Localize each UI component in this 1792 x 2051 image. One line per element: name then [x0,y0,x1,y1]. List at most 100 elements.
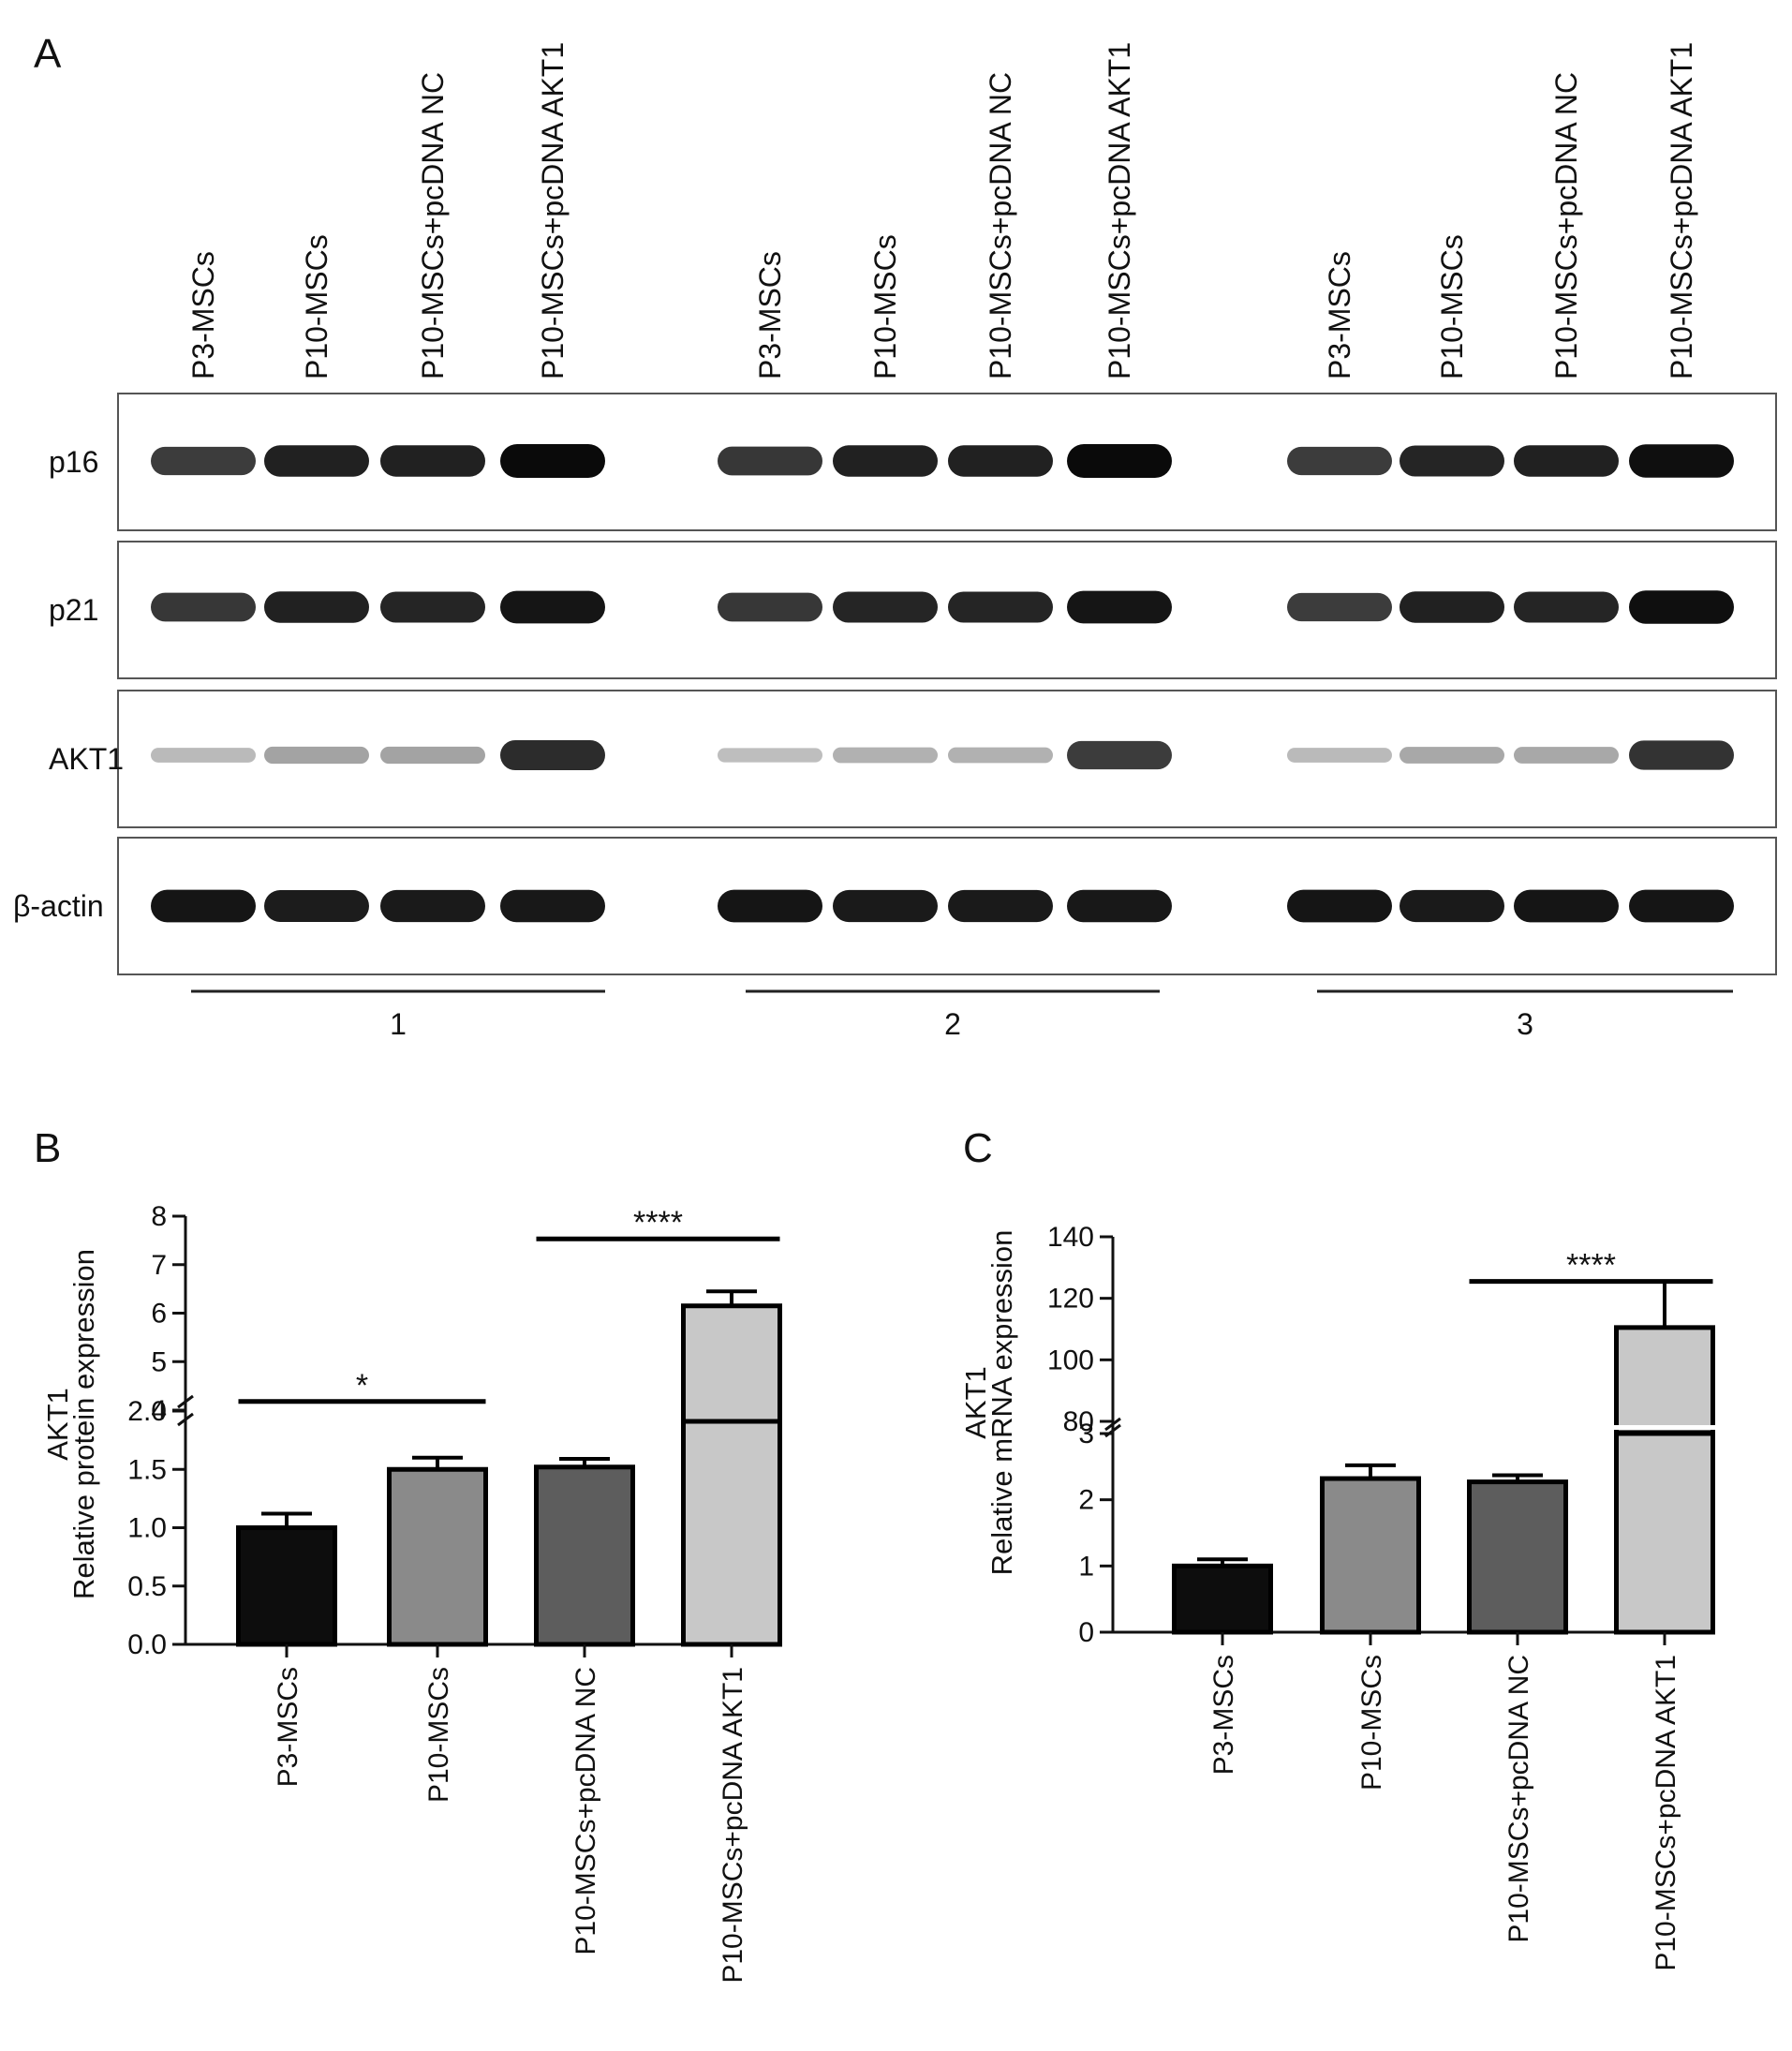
y-tick-label: 6 [151,1299,167,1330]
y-tick-label: 120 [1047,1284,1094,1315]
protein-band [833,445,938,477]
lane-label: P10-MSCs+pcDNA NC [984,72,1017,379]
group-label: 1 [390,1007,407,1041]
y-tick-label: 2.0 [127,1396,167,1427]
protein-band [1400,591,1504,623]
lane-label: P10-MSCs [300,234,333,379]
lane-labels: P3-MSCs P10-MSCs P10-MSCs+pcDNA NC P10-MSCs… [186,42,1698,379]
protein-band [833,889,938,923]
y-tick-label: 0.5 [127,1571,167,1602]
bar [1172,1563,1273,1635]
protein-band [1629,590,1734,624]
protein-band [1629,444,1734,478]
panel-a-letter: A [34,31,62,77]
protein-band [264,746,369,765]
group-label: 3 [1517,1007,1533,1041]
y-tick-label: 7 [151,1250,167,1281]
x-tick-label: P10-MSCs [423,1667,454,1803]
axis-break-mark [1104,1417,1121,1432]
bar [534,1464,635,1647]
lane-label: P10-MSCs+pcDNA AKT1 [536,42,570,379]
protein-band [1067,590,1172,624]
panel-b-ylabel: Relative protein expression [67,1249,100,1599]
protein-band [1514,445,1619,477]
protein-band [718,889,822,923]
bar-lower-segment [1614,1431,1715,1635]
protein-band [718,446,822,476]
protein-band [500,889,605,923]
lane-label: P10-MSCs+pcDNA NC [416,72,450,379]
bar-upper-segment [681,1303,782,1424]
protein-band [948,747,1053,764]
protein-band [1287,748,1392,763]
protein-band [500,739,605,771]
bar-chart-protein: B AKT1 Relative protein expression 0.0 0.… [34,1125,782,1984]
protein-band [1067,889,1172,923]
x-tick-label: P10-MSCs+pcDNA NC [570,1667,601,1955]
bar-chart-mrna: C AKT1 Relative mRNA expression 0 1 2 380 10… [959,1125,1717,1971]
panel-b-letter: B [34,1125,61,1171]
protein-band [948,889,1053,923]
protein-band [718,748,822,763]
blot-label: β-actin [13,889,104,923]
protein-band [151,748,256,763]
y-tick-label: 3 [1078,1419,1094,1449]
y-tick-label: 140 [1047,1222,1094,1253]
x-tick-label: P3-MSCs [1208,1655,1239,1775]
lane-label: P3-MSCs [186,251,220,379]
significance-label: **** [1566,1248,1616,1284]
replicate-groups: 1 2 3 [191,989,1733,1041]
y-tick-label: 1 [1078,1551,1094,1582]
panel-c-plot: 0 1 2 380 100 120 140 P3-MSCs P10-MSCs P10-MSCs+p… [1047,1222,1717,1971]
significance-label: **** [633,1205,683,1241]
protein-band [1287,592,1392,622]
blot-strips: p16 p21 AKT1 β-actin [13,393,1777,975]
protein-band [833,747,938,764]
protein-band [1514,889,1619,923]
lane-label: P10-MSCs+pcDNA AKT1 [1665,42,1698,379]
y-tick-label: 1.5 [127,1454,167,1485]
x-tick-label: P10-MSCs+pcDNA AKT1 [718,1667,748,1984]
protein-band [1400,747,1504,764]
axis-break-mark [177,1412,194,1427]
y-tick-label: 0.0 [127,1629,167,1660]
y-tick-label: 80 [1063,1406,1094,1437]
x-tick-label: P10-MSCs [1356,1655,1387,1791]
blot-label: p16 [49,445,98,479]
protein-band [264,890,369,922]
protein-band [1287,446,1392,476]
y-tick-label: 8 [151,1201,167,1232]
panel-c-letter: C [963,1125,993,1171]
bar-upper-segment [1614,1325,1715,1435]
protein-band [1400,445,1504,477]
protein-band [500,444,605,478]
blot-label: AKT1 [49,742,124,776]
protein-band [1400,889,1504,923]
protein-band [380,746,485,765]
panel-b-ylabel-gene: AKT1 [41,1388,74,1461]
bar [236,1525,337,1647]
group-label: 2 [944,1007,961,1041]
bar-lower-segment [681,1408,782,1647]
protein-band [718,592,822,622]
protein-band [380,889,485,923]
panel-c-ylabel-gene: AKT1 [959,1366,992,1439]
protein-band [500,590,605,624]
protein-band [948,445,1053,477]
protein-band [264,445,369,477]
y-tick-label: 1.0 [127,1513,167,1544]
bar [387,1466,488,1647]
x-tick-label: P10-MSCs+pcDNA AKT1 [1651,1655,1681,1971]
blot-label: p21 [49,593,98,627]
y-tick-label: 4 [151,1395,167,1426]
significance-label: * [356,1368,368,1404]
protein-band [948,591,1053,623]
lane-label: P10-MSCs [1435,234,1469,379]
protein-band [1287,889,1392,923]
protein-band [264,591,369,623]
lane-label: P10-MSCs [868,234,902,379]
panel-b-plot: 0.0 0.5 1.0 1.5 2.04 5 6 7 8 P3-MSCs P10-MSCs P10-M… [127,1201,782,1984]
protein-band [1067,444,1172,478]
protein-band [380,445,485,477]
